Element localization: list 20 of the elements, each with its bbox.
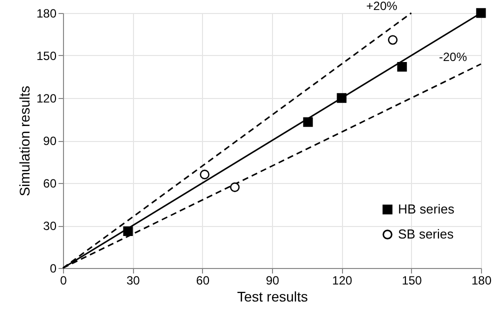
x-tick-label: 30 — [126, 274, 140, 288]
series-label: -20% — [438, 50, 468, 64]
x-tick-label: 0 — [60, 274, 68, 288]
x-tick-label: 60 — [196, 274, 210, 288]
x-tick-label: 90 — [266, 274, 280, 288]
y-tick-label: 150 — [36, 49, 57, 63]
y-tick-label: 90 — [43, 134, 57, 148]
y-tick-label: 60 — [43, 176, 57, 190]
x-tick-label: 180 — [471, 274, 492, 288]
series-label: +20% — [366, 0, 398, 13]
legend-label: SB series — [398, 226, 454, 242]
x-tick-label: 150 — [402, 274, 422, 288]
y-tick-label: 180 — [36, 6, 57, 20]
x-tick-label: 120 — [332, 274, 352, 288]
y-tick-label: 120 — [36, 92, 57, 106]
y-tick-label: 30 — [43, 219, 57, 233]
y-tick-label: 0 — [50, 262, 57, 276]
y-axis-title: Simulation results — [16, 86, 32, 196]
x-axis-title: Test results — [237, 288, 308, 304]
legend-label: HB series — [398, 202, 455, 216]
